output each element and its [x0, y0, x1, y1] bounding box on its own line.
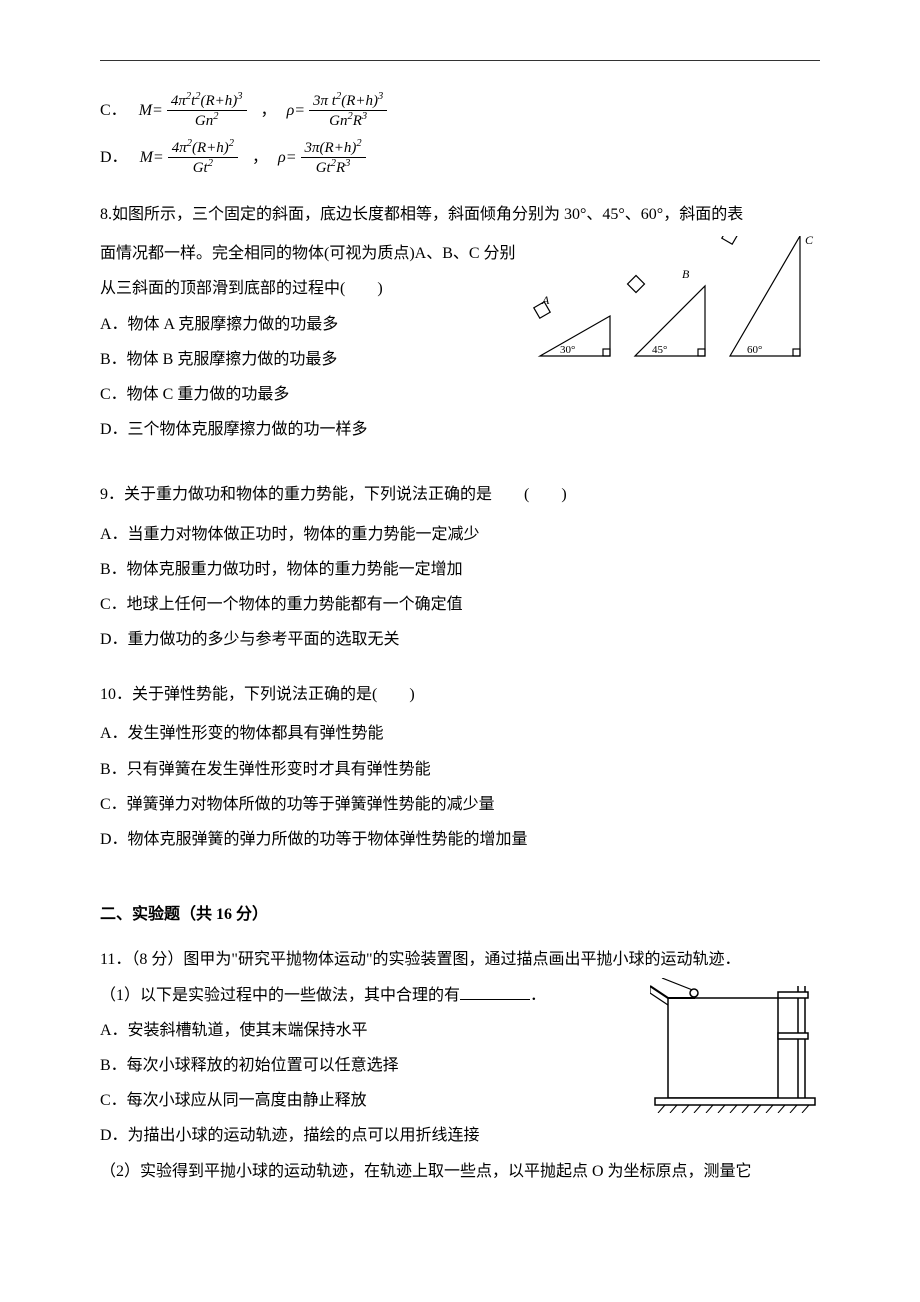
apparatus-diagram [650, 978, 820, 1113]
q9-option-b: B．物体克服重力做功时，物体的重力势能一定增加 [100, 552, 820, 587]
q11-stem: 11．（8 分）图甲为"研究平抛物体运动"的实验装置图，通过描点画出平抛小球的运… [100, 942, 820, 977]
triangles-diagram: A 30° B 45° C 60° [530, 236, 820, 366]
option-d-label: D． [100, 140, 128, 175]
header-rule [100, 60, 820, 61]
q8-stem1: 8.如图所示，三个固定的斜面，底边长度都相等，斜面倾角分别为 30°、45°、6… [100, 197, 820, 232]
formula-c-m: M = 4π2t2(R+h)3 Gn2 [139, 91, 251, 130]
q10-option-c: C．弹簧弹力对物体所做的功等于弹簧弹性势能的减少量 [100, 787, 820, 822]
q11-figure [650, 978, 820, 1126]
q10-option-b: B．只有弹簧在发生弹性形变时才具有弹性势能 [100, 752, 820, 787]
formula-d-m: M = 4π2(R+h)2 Gt2 [140, 138, 242, 177]
section-2-title: 二、实验题（共 16 分） [100, 897, 820, 932]
q8-option-c: C．物体 C 重力做的功最多 [100, 377, 820, 412]
q9-stem: 9．关于重力做功和物体的重力势能，下列说法正确的是 ( ) [100, 477, 820, 512]
q11-sub1-suffix: ． [530, 987, 546, 1004]
question-9: 9．关于重力做功和物体的重力势能，下列说法正确的是 ( ) A．当重力对物体做正… [100, 477, 820, 657]
formula-option-d: D． M = 4π2(R+h)2 Gt2 ， ρ = 3π(R+h)2 Gt2R… [100, 138, 820, 177]
angle-30: 30° [560, 344, 575, 356]
fill-blank [460, 984, 530, 1000]
q10-option-d: D．物体克服弹簧的弹力所做的功等于物体弹性势能的增加量 [100, 822, 820, 857]
comma: ， [252, 140, 268, 175]
comma: ， [261, 93, 277, 128]
q10-stem: 10．关于弹性势能，下列说法正确的是( ) [100, 677, 820, 712]
q9-option-d: D．重力做功的多少与参考平面的选取无关 [100, 622, 820, 657]
formula-option-c: C． M = 4π2t2(R+h)3 Gn2 ， ρ = 3π t2(R+h)3… [100, 91, 820, 130]
formula-d-rho: ρ = 3π(R+h)2 Gt2R3 [278, 138, 370, 177]
q8-option-d: D．三个物体克服摩擦力做的功一样多 [100, 412, 820, 447]
label-c: C [805, 236, 814, 247]
angle-45: 45° [652, 344, 667, 356]
q11-sub2: （2）实验得到平抛小球的运动轨迹，在轨迹上取一些点，以平抛起点 O 为坐标原点，… [100, 1154, 820, 1189]
q8-figure: A 30° B 45° C 60° [530, 236, 820, 379]
q11-sub1-prefix: （1）以下是实验过程中的一些做法，其中合理的有 [100, 987, 460, 1004]
label-a: A [541, 293, 550, 307]
q9-option-c: C．地球上任何一个物体的重力势能都有一个确定值 [100, 587, 820, 622]
formula-c-rho: ρ = 3π t2(R+h)3 Gn2R3 [287, 91, 392, 130]
question-11: 11．（8 分）图甲为"研究平抛物体运动"的实验装置图，通过描点画出平抛小球的运… [100, 942, 820, 1188]
angle-60: 60° [747, 344, 762, 356]
question-10: 10．关于弹性势能，下列说法正确的是( ) A．发生弹性形变的物体都具有弹性势能… [100, 677, 820, 857]
question-8: 8.如图所示，三个固定的斜面，底边长度都相等，斜面倾角分别为 30°、45°、6… [100, 197, 820, 447]
label-b: B [682, 267, 690, 281]
q9-option-a: A．当重力对物体做正功时，物体的重力势能一定减少 [100, 517, 820, 552]
option-c-label: C． [100, 93, 127, 128]
q10-option-a: A．发生弹性形变的物体都具有弹性势能 [100, 716, 820, 751]
